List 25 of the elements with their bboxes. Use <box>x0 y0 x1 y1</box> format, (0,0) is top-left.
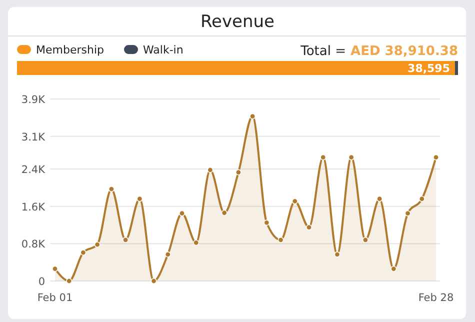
y-tick-label: 1.6K <box>21 201 46 214</box>
y-tick-label: 2.4K <box>21 164 46 176</box>
point <box>150 278 157 284</box>
point <box>278 236 284 243</box>
x-tick-label: Feb 01 <box>37 292 73 304</box>
text: Total = <box>300 44 346 59</box>
legend-label: Walk-in <box>143 44 184 56</box>
y-tick-label: 0 <box>38 276 45 288</box>
y-tick-label: 3.9K <box>21 94 46 106</box>
point <box>362 236 368 243</box>
y-tick-label: 0.8K <box>21 238 46 251</box>
point <box>306 224 312 230</box>
x-tick-label: Feb 28 <box>418 292 454 304</box>
progress-meter: 38,595 <box>17 61 458 75</box>
text: AED 38,910.38 <box>346 44 458 59</box>
y-tick-label: 3.1K <box>21 131 46 144</box>
point <box>94 242 100 248</box>
point <box>390 266 397 272</box>
text: Revenue <box>200 12 275 32</box>
point <box>193 240 200 246</box>
point <box>66 278 72 284</box>
point <box>122 236 129 243</box>
legend-label: Membership <box>36 44 104 56</box>
point <box>221 210 228 216</box>
point <box>334 251 340 258</box>
